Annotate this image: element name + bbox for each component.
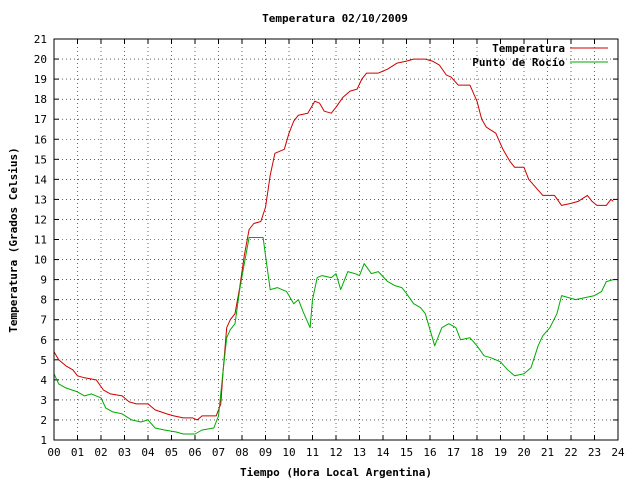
x-tick-label: 19 [494, 446, 507, 459]
y-tick-label: 21 [34, 33, 47, 46]
x-tick-label: 03 [118, 446, 131, 459]
y-tick-label: 17 [34, 113, 47, 126]
y-tick-label: 2 [40, 414, 47, 427]
x-tick-label: 20 [517, 446, 530, 459]
y-tick-label: 1 [40, 434, 47, 447]
axis-ticks: 00 01 02 03 04 05 06 07 08 09 10 11 12 13 14 15 16 17 18 19… [34, 33, 625, 459]
x-tick-label: 23 [588, 446, 601, 459]
y-tick-label: 16 [34, 133, 47, 146]
x-tick-label: 10 [282, 446, 295, 459]
y-tick-label: 5 [40, 354, 47, 367]
y-tick-label: 3 [40, 394, 47, 407]
legend-label: Temperatura [492, 42, 565, 55]
x-tick-label: 04 [141, 446, 155, 459]
x-tick-label: 08 [235, 446, 248, 459]
x-tick-label: 16 [423, 446, 436, 459]
x-tick-label: 21 [541, 446, 554, 459]
x-tick-label: 22 [564, 446, 577, 459]
x-tick-label: 17 [447, 446, 460, 459]
x-tick-label: 01 [71, 446, 84, 459]
y-tick-label: 10 [34, 254, 47, 267]
y-tick-label: 6 [40, 334, 47, 347]
x-tick-label: 13 [353, 446, 366, 459]
x-tick-label: 11 [306, 446, 319, 459]
x-tick-label: 12 [329, 446, 342, 459]
x-tick-label: 07 [212, 446, 225, 459]
y-tick-label: 15 [34, 153, 47, 166]
y-tick-label: 11 [34, 234, 47, 247]
x-tick-label: 14 [376, 446, 390, 459]
y-tick-label: 4 [40, 374, 47, 387]
y-tick-label: 18 [34, 93, 47, 106]
x-tick-label: 18 [470, 446, 483, 459]
x-tick-label: 15 [400, 446, 413, 459]
y-axis-label: Temperatura (Grados Celsius) [7, 147, 20, 332]
legend-label: Punto de Rocío [472, 56, 565, 69]
x-tick-label: 02 [94, 446, 107, 459]
series-line-temperatura [53, 58, 614, 421]
y-tick-label: 14 [34, 173, 48, 186]
x-axis-label: Tiempo (Hora Local Argentina) [240, 466, 432, 479]
y-tick-label: 12 [34, 213, 47, 226]
x-tick-label: 05 [165, 446, 178, 459]
y-tick-label: 13 [34, 193, 47, 206]
y-tick-label: 9 [40, 274, 47, 287]
grid [54, 39, 618, 440]
series-lines [53, 58, 614, 435]
y-tick-label: 8 [40, 294, 47, 307]
x-tick-label: 06 [188, 446, 201, 459]
y-tick-label: 7 [40, 314, 47, 327]
y-tick-label: 20 [34, 53, 47, 66]
chart-title: Temperatura 02/10/2009 [262, 12, 408, 25]
y-tick-label: 19 [34, 73, 47, 86]
plot-frame [53, 38, 619, 441]
x-tick-label: 24 [611, 446, 625, 459]
x-tick-label: 09 [259, 446, 272, 459]
x-tick-label: 00 [47, 446, 60, 459]
series-line-punto-de-rocio [53, 237, 614, 435]
